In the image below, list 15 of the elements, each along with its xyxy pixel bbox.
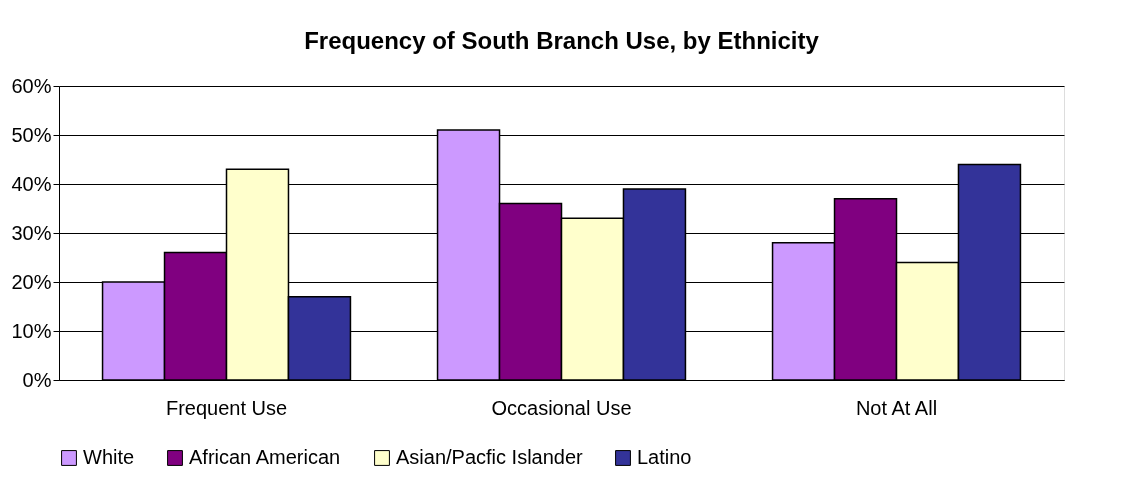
y-tick-label: 30%	[11, 221, 52, 244]
y-tick-label: 10%	[11, 319, 52, 342]
legend-label: Latino	[637, 446, 692, 468]
legend-label: Asian/Pacfic Islander	[396, 446, 584, 468]
y-tick-label: 60%	[11, 74, 52, 97]
legend-label: African American	[189, 446, 341, 468]
y-tick-label: 50%	[11, 123, 52, 146]
legend-label: White	[83, 446, 135, 468]
y-tick-label: 40%	[11, 172, 52, 195]
y-tick-label: 20%	[11, 270, 52, 293]
x-tick-label: Not At All	[855, 396, 938, 419]
x-tick-label: Occasional Use	[491, 396, 632, 419]
chart-title: Frequency of South Branch Use, by Ethnicity	[304, 27, 820, 54]
y-tick-label: 0%	[22, 368, 52, 391]
x-tick-label: Frequent Use	[165, 396, 288, 419]
